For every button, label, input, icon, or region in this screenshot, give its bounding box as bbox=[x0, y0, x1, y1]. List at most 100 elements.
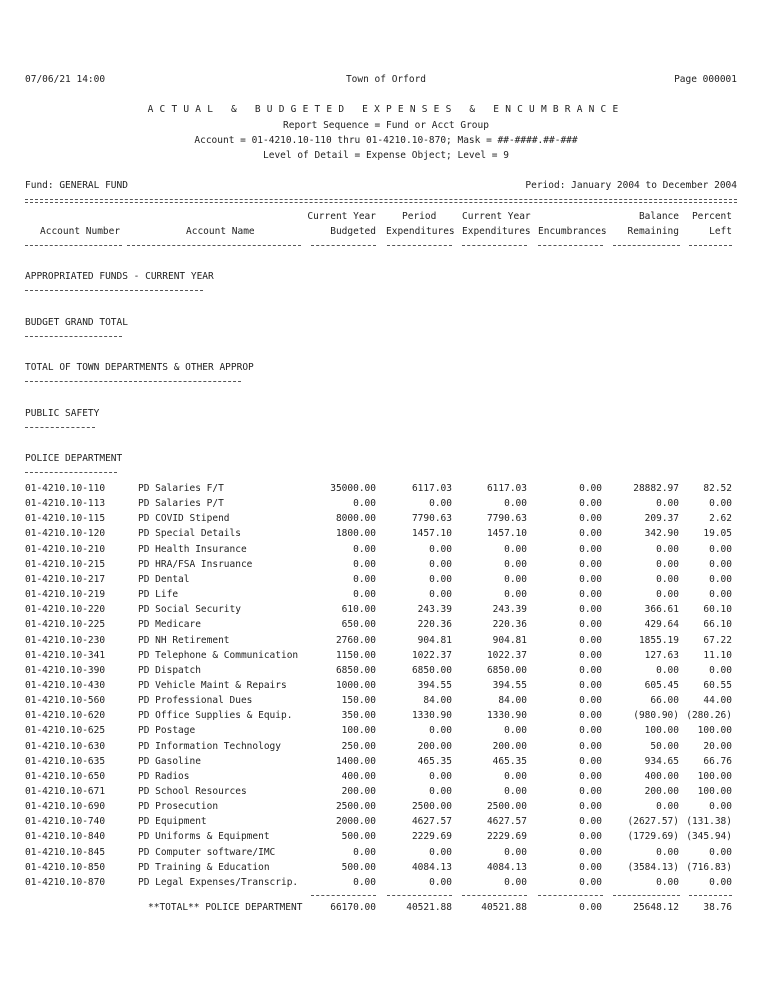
section-underline bbox=[25, 381, 241, 382]
period-expenditures: 0.00 bbox=[429, 589, 452, 601]
period-expenditures: 7790.63 bbox=[411, 513, 452, 525]
period-expenditures: 0.00 bbox=[429, 725, 452, 737]
account-number: 01-4210.10-110 bbox=[25, 483, 106, 494]
account-name: PD Telephone & Communication bbox=[138, 649, 299, 661]
encumbrances: 0.00 bbox=[579, 528, 602, 540]
budgeted: 400.00 bbox=[341, 770, 376, 782]
organization-name: Town of Orford bbox=[345, 74, 427, 85]
percent-left: 82.52 bbox=[703, 483, 732, 494]
budgeted: 35000.00 bbox=[330, 483, 376, 494]
account-number: 01-4210.10-845 bbox=[25, 846, 106, 858]
column-underline bbox=[311, 245, 376, 246]
column-underline bbox=[462, 245, 527, 246]
col-encumbrances: Encumbrances bbox=[538, 226, 607, 237]
period-expenditures: 0.00 bbox=[429, 786, 452, 797]
period-label: Period: January 2004 to December 2004 bbox=[525, 180, 737, 191]
current-expenditures: 0.00 bbox=[504, 558, 527, 570]
encumbrances: 0.00 bbox=[579, 498, 602, 510]
encumbrances: 0.00 bbox=[579, 664, 602, 676]
balance-remaining: 0.00 bbox=[656, 543, 679, 555]
account-number: 01-4210.10-120 bbox=[25, 528, 106, 540]
section-underline bbox=[25, 336, 122, 337]
account-name: PD Gasoline bbox=[138, 755, 201, 767]
section-heading: PUBLIC SAFETY bbox=[25, 408, 100, 419]
budgeted: 100.00 bbox=[341, 725, 376, 737]
current-expenditures: 394.55 bbox=[492, 679, 527, 691]
percent-left: (716.83) bbox=[686, 861, 732, 873]
percent-left: 19.05 bbox=[703, 528, 732, 540]
encumbrances: 0.00 bbox=[579, 740, 602, 752]
account-name: PD Legal Expenses/Transcrip. bbox=[138, 876, 299, 888]
current-expenditures: 0.00 bbox=[504, 573, 527, 585]
budgeted: 0.00 bbox=[353, 543, 376, 555]
account-number: 01-4210.10-219 bbox=[25, 589, 106, 601]
encumbrances: 0.00 bbox=[579, 876, 602, 888]
account-name: PD Salaries F/T bbox=[138, 483, 224, 494]
percent-left: 100.00 bbox=[697, 770, 732, 782]
report-datetime: 07/06/21 14:00 bbox=[25, 74, 106, 85]
account-number: 01-4210.10-740 bbox=[25, 816, 106, 828]
column-underline bbox=[613, 894, 680, 896]
current-expenditures: 1457.10 bbox=[486, 528, 527, 540]
balance-remaining: 429.64 bbox=[644, 619, 679, 631]
col-percent-line1: Percent bbox=[691, 211, 732, 222]
period-expenditures: 2500.00 bbox=[411, 801, 452, 813]
percent-left: 60.10 bbox=[703, 604, 732, 616]
budgeted: 650.00 bbox=[341, 619, 376, 631]
current-expenditures: 2229.69 bbox=[486, 831, 527, 843]
account-number: 01-4210.10-115 bbox=[25, 513, 106, 525]
period-expenditures: 220.36 bbox=[417, 619, 452, 631]
total-budgeted: 66170.00 bbox=[330, 901, 376, 913]
account-name: PD Life bbox=[138, 589, 179, 601]
current-expenditures: 84.00 bbox=[498, 695, 527, 707]
encumbrances: 0.00 bbox=[579, 710, 602, 722]
column-underline bbox=[127, 245, 301, 246]
encumbrances: 0.00 bbox=[579, 801, 602, 813]
encumbrances: 0.00 bbox=[579, 755, 602, 767]
percent-left: 20.00 bbox=[703, 740, 732, 752]
account-number: 01-4210.10-671 bbox=[25, 786, 106, 797]
budgeted: 150.00 bbox=[341, 695, 376, 707]
account-number: 01-4210.10-220 bbox=[25, 604, 106, 616]
period-expenditures: 200.00 bbox=[417, 740, 452, 752]
percent-left: 100.00 bbox=[697, 786, 732, 797]
balance-remaining: 1855.19 bbox=[638, 634, 679, 646]
column-underline bbox=[689, 894, 732, 896]
period-expenditures: 0.00 bbox=[429, 770, 452, 782]
percent-left: 0.00 bbox=[709, 846, 732, 858]
account-name: PD NH Retirement bbox=[138, 634, 230, 646]
col-period-line2: Expenditures bbox=[386, 226, 455, 237]
percent-left: (345.94) bbox=[686, 831, 732, 843]
total-balance-remaining: 25648.12 bbox=[633, 901, 679, 913]
balance-remaining: (3584.13) bbox=[627, 861, 679, 873]
encumbrances: 0.00 bbox=[579, 679, 602, 691]
col-account-name: Account Name bbox=[186, 226, 255, 237]
period-expenditures: 1022.37 bbox=[411, 649, 452, 661]
balance-remaining: 0.00 bbox=[656, 801, 679, 813]
period-expenditures: 84.00 bbox=[423, 695, 452, 707]
current-expenditures: 465.35 bbox=[492, 755, 527, 767]
balance-remaining: 0.00 bbox=[656, 589, 679, 601]
current-expenditures: 0.00 bbox=[504, 846, 527, 858]
period-expenditures: 4084.13 bbox=[411, 861, 452, 873]
section-heading: POLICE DEPARTMENT bbox=[25, 453, 123, 464]
budgeted: 2760.00 bbox=[335, 634, 376, 646]
current-expenditures: 1330.90 bbox=[486, 710, 527, 722]
account-range: Account = 01-4210.10-110 thru 01-4210.10… bbox=[194, 135, 578, 146]
col-balance-line1: Balance bbox=[638, 211, 679, 222]
percent-left: 0.00 bbox=[709, 498, 732, 510]
col-period-line1: Period bbox=[402, 211, 437, 222]
encumbrances: 0.00 bbox=[579, 649, 602, 661]
encumbrances: 0.00 bbox=[579, 604, 602, 616]
balance-remaining: 50.00 bbox=[650, 740, 679, 752]
budgeted: 0.00 bbox=[353, 846, 376, 858]
current-expenditures: 6850.00 bbox=[486, 664, 527, 676]
encumbrances: 0.00 bbox=[579, 695, 602, 707]
budgeted: 610.00 bbox=[341, 604, 376, 616]
current-expenditures: 4084.13 bbox=[486, 861, 527, 873]
current-expenditures: 0.00 bbox=[504, 876, 527, 888]
period-expenditures: 465.35 bbox=[417, 755, 452, 767]
account-number: 01-4210.10-217 bbox=[25, 573, 106, 585]
current-expenditures: 243.39 bbox=[492, 604, 527, 616]
period-expenditures: 0.00 bbox=[429, 498, 452, 510]
